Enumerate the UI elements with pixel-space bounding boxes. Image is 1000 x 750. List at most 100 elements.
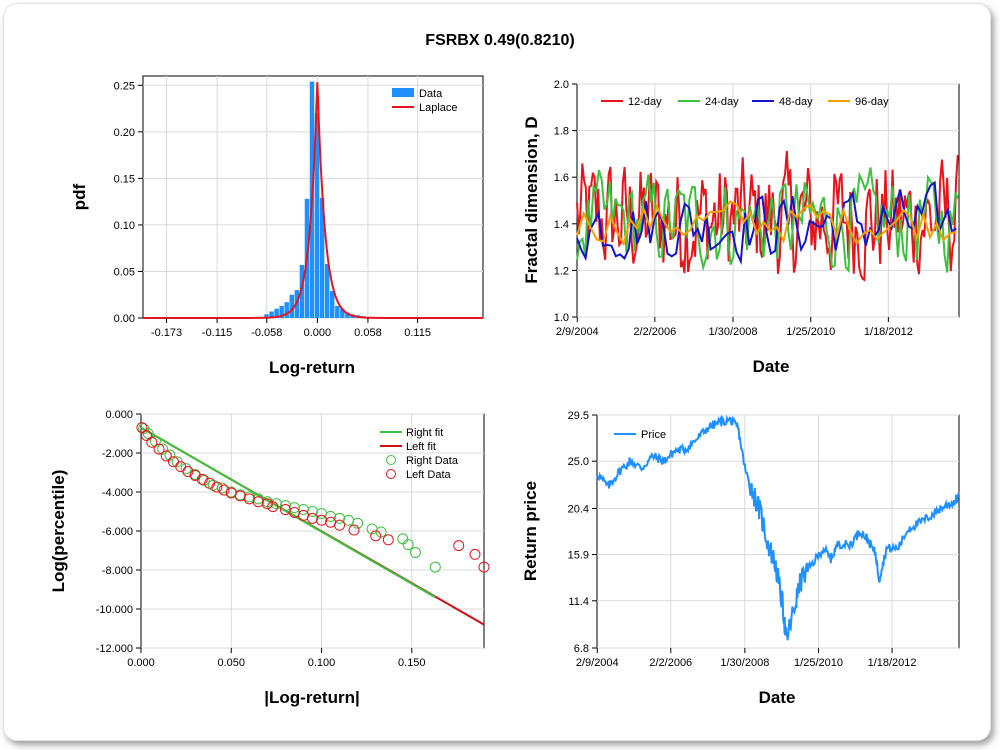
- pdf-ytick-label: 0.25: [114, 80, 135, 92]
- laplace-curve: [143, 82, 483, 319]
- pdf-bar: [284, 302, 289, 318]
- tail-data-point: [402, 539, 414, 551]
- pdf-bar: [289, 294, 295, 318]
- pdf-bar: [319, 197, 325, 318]
- tail-data-point: [288, 502, 300, 514]
- fd-ytick-label: 1.2: [554, 265, 569, 277]
- price-legend: Price: [614, 429, 666, 441]
- pdf-bar: [264, 314, 269, 318]
- fd-ytick-label: 1.4: [554, 219, 569, 231]
- price-ytick-label: 29.5: [568, 410, 589, 422]
- fd-series-line: [576, 150, 959, 282]
- tail-data-point: [382, 534, 394, 546]
- tail-data-point: [252, 496, 264, 508]
- tail-xlabel: |Log-return|: [264, 688, 359, 707]
- legend-label-laplace: Laplace: [419, 102, 458, 114]
- fd-ytick-label: 2.0: [554, 79, 569, 91]
- tail-data-point: [261, 498, 273, 510]
- price-chart: 2/9/2004 2/2/2006 1/30/2008 1/25/2010 1/18/2…: [521, 410, 960, 707]
- tail-data-point: [270, 498, 282, 510]
- fd-legend-label: 12-day: [628, 96, 662, 108]
- legend-swatch-data: [392, 88, 414, 97]
- tail-fit-line: [140, 426, 436, 599]
- fd-series-line: [576, 200, 957, 247]
- pdf-bar: [274, 308, 279, 318]
- pdf-ytick-label: 0.15: [114, 173, 135, 185]
- pdf-bar: [340, 308, 345, 318]
- price-ytick-label: 25.0: [568, 456, 589, 468]
- tail-data-point: [409, 546, 421, 558]
- fd-ytick-label: 1.6: [554, 172, 569, 184]
- tail-ytick-label: -4.000: [102, 487, 133, 499]
- pdf-ylabel: pdf: [70, 183, 89, 210]
- legend-swatch-left-data: [386, 469, 396, 479]
- tail-data-point: [334, 519, 346, 531]
- fractal-dimension-chart: 2/9/2004 2/2/2006 1/30/2008 1/25/2010 1/18/2…: [522, 79, 960, 376]
- fd-legend: 12-day 24-day 48-day 96-day: [601, 96, 889, 108]
- tail-data-point: [160, 450, 172, 462]
- tail-data-point: [348, 524, 360, 536]
- pdf-xtick-label: 0.115: [404, 327, 431, 339]
- legend-label-left-fit: Left fit: [406, 441, 436, 453]
- pdf-bar: [335, 305, 340, 318]
- price-line: [596, 414, 960, 641]
- price-plot-area: [596, 414, 960, 649]
- tail-data-point: [316, 514, 328, 526]
- price-ylabel: Return price: [521, 481, 540, 581]
- tail-data-point: [146, 436, 158, 448]
- pdf-xtick-label: -0.058: [251, 327, 282, 339]
- tail-data-point: [352, 517, 364, 529]
- pdf-xtick-label: -0.173: [151, 327, 182, 339]
- tail-data-point: [267, 501, 279, 513]
- tail-data-point: [216, 482, 228, 494]
- pdf-bar: [314, 113, 320, 318]
- tail-ytick-label: -8.000: [102, 565, 133, 577]
- tail-ytick-label: 0.000: [105, 409, 133, 421]
- tail-ytick-label: -12.000: [96, 643, 133, 655]
- tail-ytick-label: -6.000: [102, 526, 133, 538]
- price-xtick-label: 2/9/2004: [576, 657, 619, 669]
- price-ytick-label: 20.4: [568, 503, 589, 515]
- pdf-ytick-label: 0.05: [114, 266, 135, 278]
- price-ytick-label: 15.9: [568, 550, 589, 562]
- fd-xlabel: Date: [753, 357, 790, 376]
- tail-xtick-label: 0.150: [398, 657, 426, 669]
- tail-data-point: [325, 510, 337, 522]
- fd-xtick-label: 2/2/2006: [633, 326, 676, 338]
- tail-data-point: [478, 561, 490, 573]
- fd-ytick-label: 1.8: [554, 126, 569, 138]
- tail-legend: Right fit Left fit Right Data Left Data: [380, 427, 459, 481]
- price-xtick-label: 2/2/2006: [649, 657, 692, 669]
- fd-xtick-label: 1/25/2010: [786, 326, 835, 338]
- tail-data-point: [157, 443, 169, 455]
- legend-label-data: Data: [419, 88, 443, 100]
- pdf-xlabel: Log-return: [269, 358, 355, 377]
- pdf-ytick-label: 0.00: [114, 313, 135, 325]
- tail-xtick-label: 0.050: [217, 657, 245, 669]
- price-xlabel: Date: [759, 688, 796, 707]
- tail-ytick-label: -2.000: [102, 448, 133, 460]
- fd-legend-label: 96-day: [855, 96, 889, 108]
- tail-data-point: [469, 548, 481, 560]
- price-xtick-label: 1/18/2012: [868, 657, 917, 669]
- legend-label-right-fit: Right fit: [406, 427, 443, 439]
- tail-data-point: [375, 526, 387, 538]
- legend-swatch-right-data: [386, 455, 396, 465]
- pdf-xtick-label: 0.000: [304, 327, 332, 339]
- tail-data-point: [334, 512, 346, 524]
- price-ytick-label: 11.4: [568, 596, 589, 608]
- fd-xtick-label: 1/18/2012: [864, 326, 913, 338]
- legend-label-left-data: Left Data: [406, 469, 452, 481]
- tail-data-point: [204, 477, 216, 489]
- fd-legend-label: 24-day: [705, 96, 739, 108]
- tail-data-point: [370, 530, 382, 542]
- pdf-bar: [324, 264, 330, 318]
- tail-data-point: [182, 466, 194, 478]
- tail-data-point: [453, 540, 465, 552]
- tail-data-point: [307, 512, 318, 524]
- price-ytick-label: 6.8: [574, 643, 589, 655]
- pdf-ytick-label: 0.20: [114, 127, 135, 139]
- tail-data-point: [218, 484, 230, 496]
- tail-data-point: [140, 429, 152, 441]
